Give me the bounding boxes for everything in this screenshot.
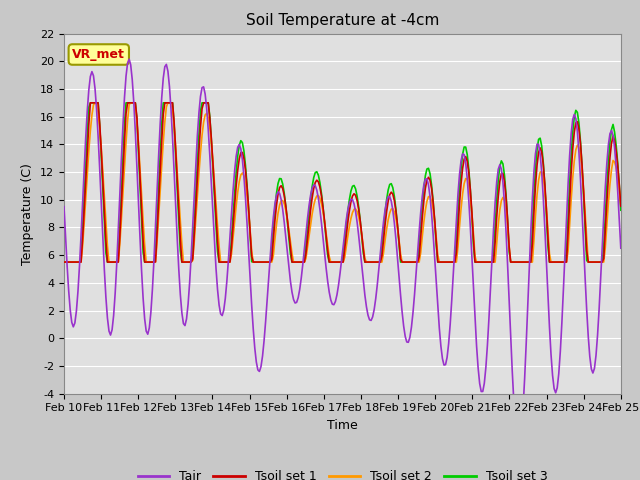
Legend: Tair, Tsoil set 1, Tsoil set 2, Tsoil set 3: Tair, Tsoil set 1, Tsoil set 2, Tsoil se… [132,465,552,480]
Title: Soil Temperature at -4cm: Soil Temperature at -4cm [246,13,439,28]
Text: VR_met: VR_met [72,48,125,61]
Y-axis label: Temperature (C): Temperature (C) [22,163,35,264]
X-axis label: Time: Time [327,419,358,432]
